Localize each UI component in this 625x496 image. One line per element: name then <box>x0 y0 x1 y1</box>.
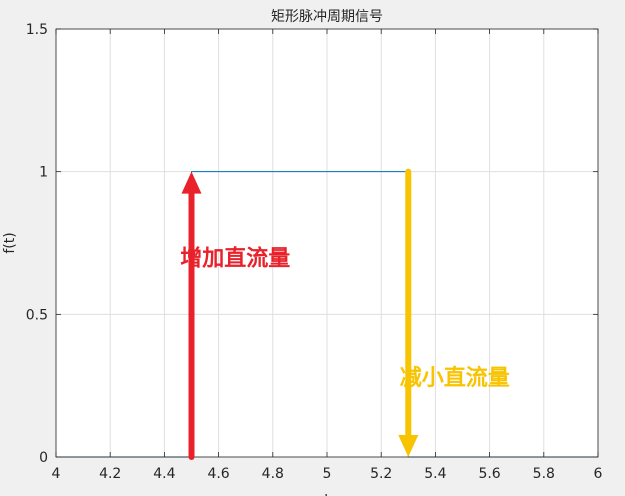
annotation-arrow-head <box>181 171 202 194</box>
y-tick-label: 0 <box>39 450 48 466</box>
x-tick-label: 5.8 <box>533 466 555 482</box>
x-tick-label: 4.2 <box>99 466 121 482</box>
annotation-label: 减小直流量 <box>400 365 510 391</box>
x-tick-label: 5.4 <box>424 466 446 482</box>
ticks <box>55 28 599 458</box>
annotation-arrow-head <box>398 435 419 457</box>
y-tick-label: 1 <box>39 165 48 181</box>
x-tick-label: 4.6 <box>207 466 229 482</box>
x-tick-label: 4.4 <box>153 466 175 482</box>
y-tick-label: 1.5 <box>26 22 48 38</box>
x-axis-label: t <box>324 492 330 496</box>
x-tick-label: 4.8 <box>262 466 284 482</box>
x-tick-label: 6 <box>594 466 603 482</box>
chart-title: 矩形脉冲周期信号 <box>271 9 383 25</box>
x-tick-label: 5 <box>323 466 332 482</box>
x-tick-labels: 4 4.2 4.4 4.6 4.8 5 5.2 5.4 5.6 5.8 6 <box>52 466 603 482</box>
annotation-label: 增加直流量 <box>180 245 290 271</box>
x-tick-label: 4 <box>52 466 61 482</box>
y-tick-label: 0.5 <box>26 307 48 323</box>
y-axis-label: f(t) <box>2 232 18 253</box>
x-tick-label: 5.2 <box>370 466 392 482</box>
y-tick-labels: 0 0.5 1 1.5 <box>26 22 48 466</box>
x-tick-label: 5.6 <box>478 466 500 482</box>
